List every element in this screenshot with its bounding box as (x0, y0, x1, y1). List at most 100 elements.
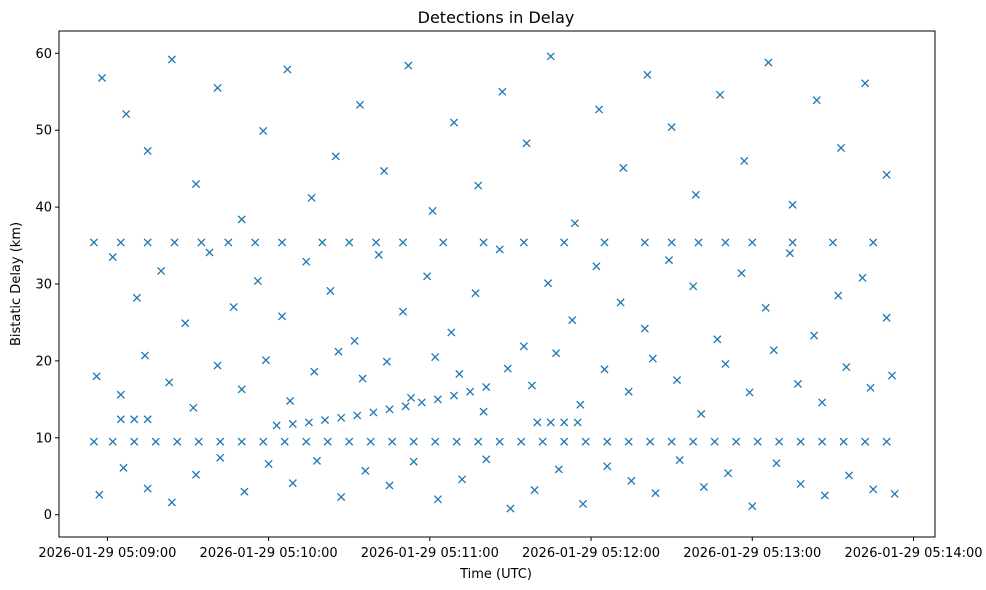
y-axis-label: Bistatic Delay (km) (9, 222, 24, 346)
data-point (307, 193, 316, 202)
data-point (439, 238, 448, 247)
x-tick-label: 2026-01-29 05:14:00 (844, 546, 982, 561)
data-point (323, 437, 332, 446)
data-point (772, 459, 781, 468)
data-point (119, 463, 128, 472)
data-point (286, 396, 295, 405)
data-point (861, 437, 870, 446)
data-point (288, 419, 297, 429)
data-point (616, 298, 625, 307)
data-point (337, 492, 346, 502)
data-point (380, 166, 389, 176)
data-point (302, 257, 311, 266)
data-point (474, 437, 483, 446)
data-point (538, 437, 547, 446)
data-point (603, 462, 612, 471)
data-point (581, 437, 590, 446)
x-axis: 2026-01-29 05:09:00 2026-01-29 05:10:00 20… (38, 537, 983, 561)
data-point (398, 238, 408, 247)
data-point (181, 319, 190, 328)
data-point (337, 413, 346, 422)
data-point (715, 90, 725, 99)
data-point (194, 437, 203, 446)
data-point (810, 331, 819, 340)
data-point (318, 238, 327, 247)
y-tick-label: 20 (35, 354, 52, 369)
data-points (89, 52, 899, 513)
data-point (560, 238, 569, 247)
data-point (713, 335, 722, 344)
data-point (732, 437, 741, 446)
data-point (471, 289, 480, 298)
data-point (836, 143, 846, 152)
data-point (213, 361, 222, 370)
data-point (304, 418, 313, 427)
data-point (277, 238, 287, 247)
data-point (89, 238, 98, 247)
x-tick-label: 2026-01-29 05:12:00 (522, 546, 660, 561)
data-point (406, 393, 416, 402)
data-point (458, 475, 467, 484)
data-point (92, 372, 101, 381)
data-point (272, 421, 281, 430)
data-point (554, 465, 563, 474)
data-point (216, 437, 225, 446)
data-point (151, 437, 160, 446)
data-point (237, 385, 246, 394)
data-point (433, 495, 442, 504)
data-point (189, 403, 198, 412)
data-point (640, 324, 649, 333)
data-point (264, 459, 273, 469)
y-axis: 0 10 20 30 40 50 60 (35, 47, 59, 523)
data-point (592, 262, 601, 271)
data-point (812, 96, 821, 105)
data-point (694, 238, 703, 247)
data-point (627, 476, 636, 485)
data-point (624, 437, 633, 446)
data-point (530, 486, 539, 495)
data-point (820, 491, 829, 500)
data-point (353, 411, 362, 420)
data-point (869, 485, 878, 494)
data-point (417, 398, 426, 407)
x-tick-label: 2026-01-29 05:09:00 (38, 546, 176, 561)
y-tick-label: 50 (35, 124, 52, 139)
data-point (619, 163, 628, 172)
data-point (517, 437, 526, 446)
data-point (503, 364, 512, 373)
data-point (404, 61, 413, 70)
data-point (385, 405, 394, 414)
data-point (116, 238, 125, 247)
data-point (280, 437, 289, 446)
data-point (122, 109, 131, 119)
data-point (839, 437, 848, 446)
data-point (428, 206, 437, 216)
x-tick-label: 2026-01-29 05:13:00 (683, 546, 821, 561)
data-point (785, 249, 794, 258)
data-point (229, 303, 238, 312)
data-point (431, 437, 440, 446)
data-point (495, 245, 504, 254)
data-point (361, 466, 370, 475)
data-point (409, 437, 418, 446)
data-point (796, 437, 805, 446)
data-point (882, 437, 891, 446)
data-point (251, 238, 260, 247)
data-point (533, 418, 542, 427)
data-point (861, 79, 870, 88)
data-point (887, 371, 897, 380)
data-point (261, 356, 270, 365)
data-point (844, 471, 854, 480)
data-point (366, 437, 375, 446)
data-point (552, 349, 561, 358)
data-point (482, 455, 491, 464)
data-point (97, 73, 107, 82)
data-point (595, 105, 604, 114)
data-point (213, 83, 222, 92)
data-point (498, 87, 507, 96)
data-point (237, 215, 246, 224)
data-point (667, 437, 676, 446)
data-point (157, 266, 166, 275)
data-point (788, 200, 797, 209)
